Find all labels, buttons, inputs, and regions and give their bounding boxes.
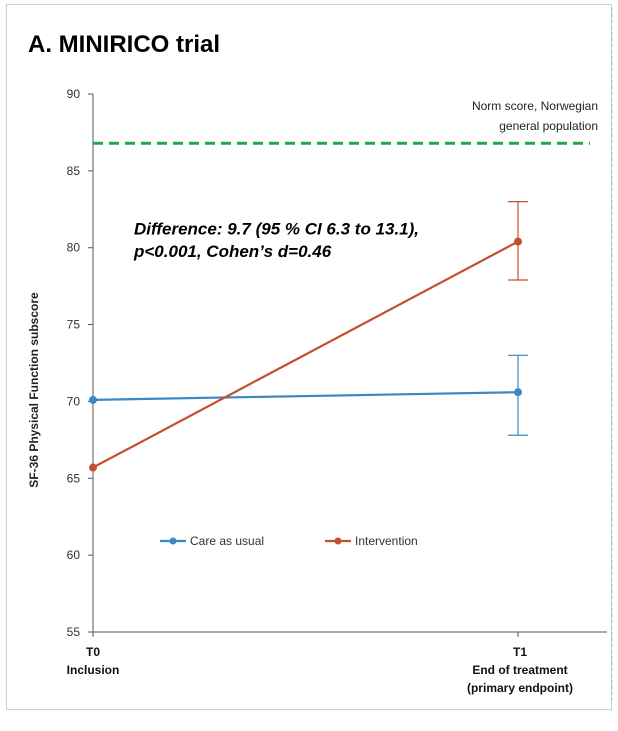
legend-label: Care as usual	[190, 534, 264, 548]
norm-label-line2: general population	[499, 119, 598, 133]
y-tick-label: 65	[67, 471, 81, 485]
legend-label: Intervention	[355, 534, 418, 548]
x-tick-label: T0	[86, 645, 100, 659]
series-group	[89, 201, 528, 472]
y-tick-label: 90	[67, 87, 81, 101]
y-tick-label: 70	[67, 394, 81, 408]
series-line	[92, 391, 519, 401]
series-line	[92, 240, 519, 469]
legend-swatch-marker	[169, 537, 177, 545]
y-tick-label: 80	[67, 241, 81, 255]
chart-frame	[6, 4, 612, 710]
legend: Care as usual Intervention	[160, 534, 418, 548]
data-point	[89, 395, 97, 404]
x-ticks: T0 Inclusion T1 End of treatment (primary en…	[67, 632, 573, 695]
data-point	[514, 388, 522, 397]
y-axis-label: SF-36 Physical Function subscore	[27, 292, 41, 488]
y-tick-label: 60	[67, 548, 81, 562]
y-tick-label: 85	[67, 164, 81, 178]
y-tick-label: 75	[67, 318, 81, 332]
legend-swatch-marker	[334, 537, 342, 545]
norm-label-line1: Norm score, Norwegian	[472, 99, 598, 113]
data-point	[89, 463, 97, 472]
y-ticks: 55 60 65 70 75 80 85 90	[67, 87, 93, 639]
chart-title: A. MINIRICO trial	[28, 31, 220, 58]
data-point	[514, 237, 522, 246]
x-tick-label: T1	[513, 645, 527, 659]
annotation-line1: Difference: 9.7 (95 % CI 6.3 to 13.1),	[134, 220, 419, 239]
x-tick-label: (primary endpoint)	[467, 681, 573, 695]
y-tick-label: 55	[67, 625, 81, 639]
x-tick-label: Inclusion	[67, 663, 120, 677]
annotation-line2: p<0.001, Cohen’s d=0.46	[133, 242, 332, 261]
x-tick-label: End of treatment	[472, 663, 567, 677]
